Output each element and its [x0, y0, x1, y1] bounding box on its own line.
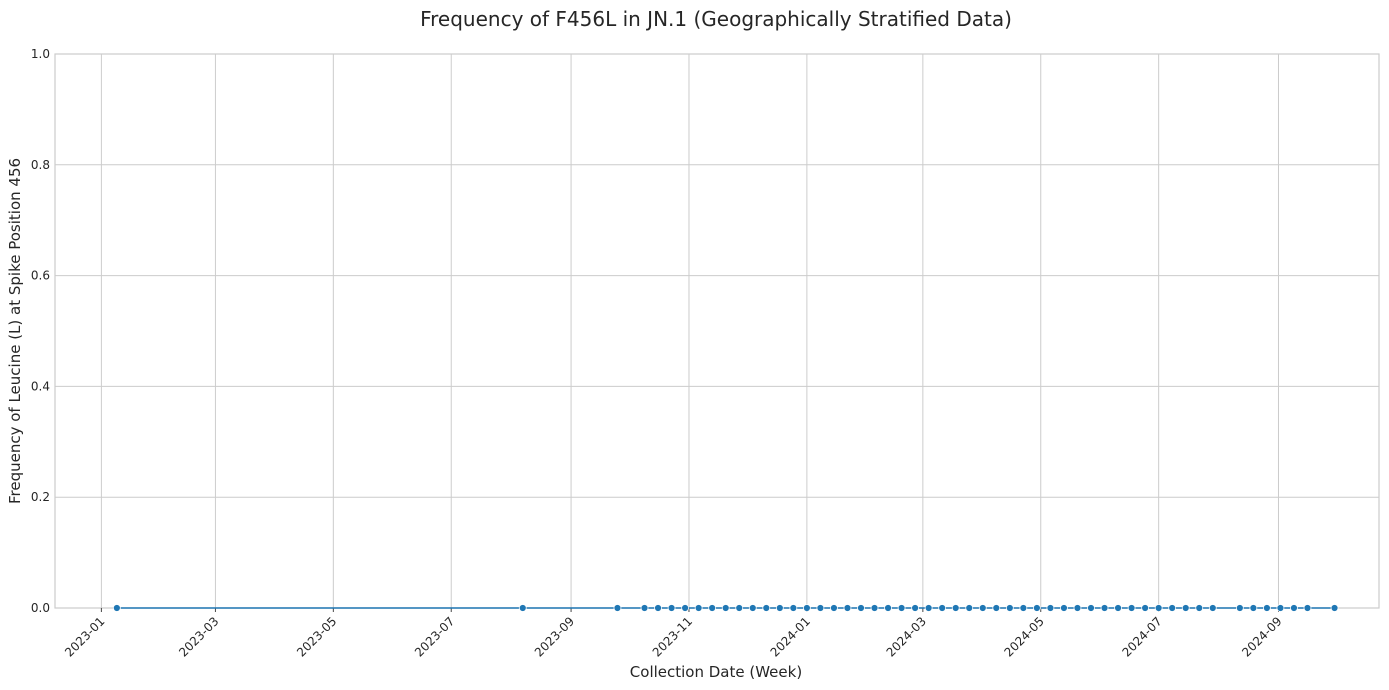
data-point — [1046, 604, 1055, 612]
data-point — [884, 604, 892, 612]
data-point — [1303, 604, 1312, 612]
x-tick-label: 2023-03 — [176, 614, 221, 659]
data-point — [938, 604, 947, 612]
data-point — [897, 604, 906, 612]
y-tick-label: 0.6 — [31, 269, 50, 283]
chart-title: Frequency of F456L in JN.1 (Geographical… — [420, 7, 1012, 31]
data-point — [1262, 604, 1271, 612]
x-tick-label: 2023-11 — [650, 614, 695, 659]
plot-frame — [54, 53, 1380, 609]
data-point — [1181, 604, 1190, 612]
x-tick-label: 2023-01 — [62, 614, 107, 659]
data-point — [1073, 604, 1082, 612]
x-tick-label: 2024-09 — [1239, 614, 1284, 659]
data-point — [1005, 604, 1014, 612]
data-point — [1114, 604, 1122, 612]
series — [112, 604, 1339, 612]
data-point — [694, 604, 703, 612]
data-point — [951, 604, 960, 612]
data-point — [748, 604, 757, 612]
grid — [55, 53, 1379, 609]
x-tick-label: 2024-03 — [884, 614, 929, 659]
data-point — [789, 604, 798, 612]
x-tick-label: 2023-09 — [532, 614, 577, 659]
data-point — [1276, 604, 1285, 612]
data-point — [654, 604, 662, 612]
x-tick-label: 2024-05 — [1002, 614, 1047, 659]
y-axis: 0.0 0.2 0.4 0.6 0.8 1.0 — [31, 47, 50, 615]
data-point — [1330, 604, 1339, 612]
y-tick-label: 1.0 — [31, 47, 50, 61]
data-point — [735, 604, 744, 612]
data-point — [1141, 604, 1150, 612]
y-tick-label: 0.4 — [31, 379, 50, 393]
data-point — [721, 604, 730, 612]
data-point — [613, 604, 622, 612]
data-point — [681, 604, 690, 612]
data-point — [1195, 604, 1204, 612]
data-point — [857, 604, 865, 612]
data-point — [112, 604, 121, 612]
x-tick-label: 2023-07 — [412, 614, 457, 659]
data-point — [1127, 604, 1136, 612]
data-point — [1100, 604, 1109, 612]
data-point — [1087, 604, 1095, 612]
data-point — [870, 604, 879, 612]
data-point — [924, 604, 933, 612]
data-point — [708, 604, 717, 612]
data-point — [978, 604, 987, 612]
data-point — [640, 604, 649, 612]
data-point — [992, 604, 1001, 612]
data-point — [965, 604, 974, 612]
data-point — [667, 604, 676, 612]
data-point — [911, 604, 920, 612]
data-point — [1019, 604, 1028, 612]
data-point — [816, 604, 825, 612]
y-tick-label: 0.0 — [31, 601, 50, 615]
data-point — [1249, 604, 1258, 612]
x-tick-label: 2024-01 — [768, 614, 813, 659]
data-point — [775, 604, 784, 612]
data-point — [1235, 604, 1244, 612]
data-point — [1154, 604, 1163, 612]
data-point — [830, 604, 838, 612]
x-tick-label: 2023-05 — [294, 614, 339, 659]
data-point — [1060, 604, 1068, 612]
data-point — [802, 604, 811, 612]
x-axis-label: Collection Date (Week) — [630, 663, 802, 681]
data-point — [1168, 604, 1177, 612]
data-point — [843, 604, 852, 612]
data-point — [1032, 604, 1041, 612]
x-axis: 2023-01 2023-03 2023-05 2023-07 2023-09 2023-… — [62, 608, 1285, 660]
y-axis-label: Frequency of Leucine (L) at Spike Positi… — [6, 158, 24, 504]
y-tick-label: 0.8 — [31, 158, 50, 172]
data-point — [762, 604, 771, 612]
data-point — [1290, 604, 1298, 612]
x-tick-label: 2024-07 — [1119, 614, 1164, 659]
data-point — [518, 604, 527, 612]
data-point — [1208, 604, 1217, 612]
y-tick-label: 0.2 — [31, 490, 50, 504]
